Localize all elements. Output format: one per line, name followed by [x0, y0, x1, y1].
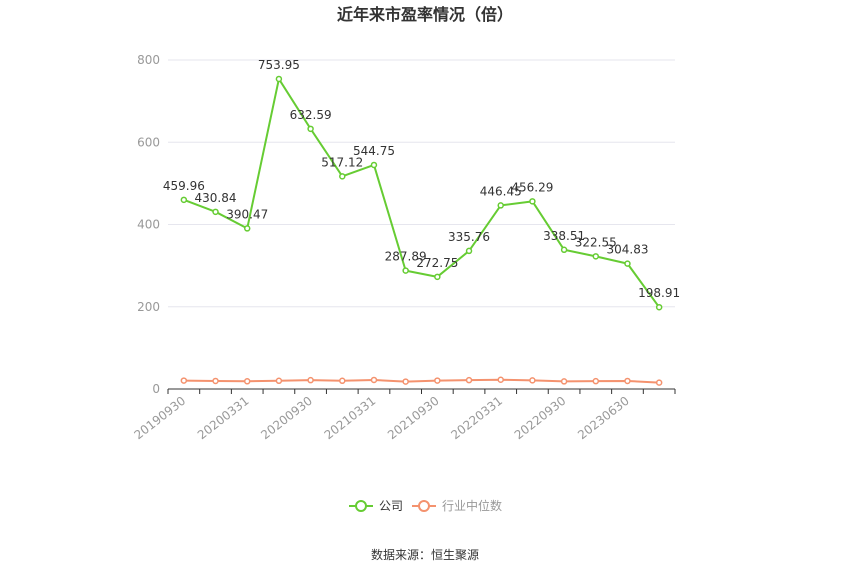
data-point — [370, 161, 378, 169]
data-point — [275, 377, 283, 385]
x-tick-label: 20200331 — [195, 394, 252, 443]
data-point — [402, 267, 409, 274]
data-label: 544.75 — [353, 144, 395, 158]
legend-item-company[interactable]: 公司 — [349, 499, 403, 513]
x-tick-label: 20220930 — [512, 394, 569, 443]
y-tick-label: 400 — [137, 218, 160, 232]
data-label: 390.47 — [226, 207, 268, 221]
legend-label: 公司 — [379, 499, 403, 513]
series-industry-median — [180, 376, 663, 386]
legend-marker — [418, 500, 430, 512]
series-line — [183, 77, 660, 308]
data-label: 430.84 — [195, 191, 237, 205]
data-point — [465, 376, 473, 384]
series-line — [183, 378, 660, 384]
x-tick-label: 20220331 — [448, 394, 505, 443]
y-tick-label: 0 — [152, 382, 160, 396]
data-point — [180, 196, 188, 204]
data-label: 272.75 — [416, 256, 458, 270]
data-label: 446.45 — [480, 184, 522, 198]
data-point — [465, 247, 473, 255]
data-point — [529, 198, 536, 205]
x-tick-label: 20190930 — [132, 394, 189, 443]
data-point — [592, 253, 600, 260]
data-point — [307, 376, 314, 384]
data-point — [243, 225, 251, 232]
data-point — [497, 202, 504, 209]
data-label: 198.91 — [638, 286, 680, 300]
legend[interactable]: 公司 行业中位数 — [349, 498, 502, 513]
data-label: 517.12 — [321, 155, 363, 169]
y-axis: 0 200 400 600 800 — [137, 53, 160, 396]
data-point — [497, 376, 504, 383]
data-label: 338.51 — [543, 229, 585, 243]
data-point — [624, 377, 631, 385]
data-point — [212, 377, 219, 385]
data-point — [307, 125, 314, 133]
y-tick-label: 800 — [137, 53, 160, 67]
data-label: 322.55 — [575, 235, 617, 249]
data-point — [529, 377, 536, 384]
data-label: 456.29 — [511, 180, 553, 194]
data-label: 753.95 — [258, 58, 300, 72]
data-label: 632.59 — [290, 108, 332, 122]
data-point — [624, 260, 631, 267]
data-point — [402, 378, 409, 385]
x-tick-label: 20210930 — [385, 394, 442, 443]
data-point — [655, 303, 663, 311]
legend-label: 行业中位数 — [442, 498, 502, 513]
legend-item-industry-median[interactable]: 行业中位数 — [412, 498, 502, 513]
data-point — [560, 246, 568, 254]
data-label: 459.96 — [163, 179, 205, 193]
grid-lines — [168, 59, 675, 308]
data-point — [243, 378, 251, 385]
x-tick-label: 20230630 — [575, 394, 632, 443]
data-point — [339, 377, 346, 385]
data-point — [180, 377, 188, 384]
data-point — [275, 75, 283, 83]
chart-title: 近年来市盈率情况（倍） — [337, 5, 513, 24]
data-point — [560, 378, 568, 385]
data-point — [434, 377, 441, 384]
data-point — [370, 376, 378, 384]
data-point — [212, 208, 219, 216]
x-tick-label: 20200930 — [258, 394, 315, 443]
data-label: 335.76 — [448, 230, 490, 244]
x-axis: 20190930 20200331 20200930 20210331 20210930… — [132, 388, 676, 443]
data-point — [592, 377, 600, 385]
data-label: 304.83 — [606, 243, 648, 257]
x-tick-label: 20210331 — [322, 394, 379, 443]
legend-marker — [355, 500, 367, 512]
data-label: 287.89 — [385, 250, 427, 264]
source-note: 数据来源：恒生聚源 — [371, 547, 479, 562]
y-tick-label: 600 — [137, 135, 160, 149]
data-point — [434, 273, 441, 281]
y-tick-label: 200 — [137, 300, 160, 314]
data-point — [339, 173, 346, 180]
data-point — [655, 379, 663, 386]
